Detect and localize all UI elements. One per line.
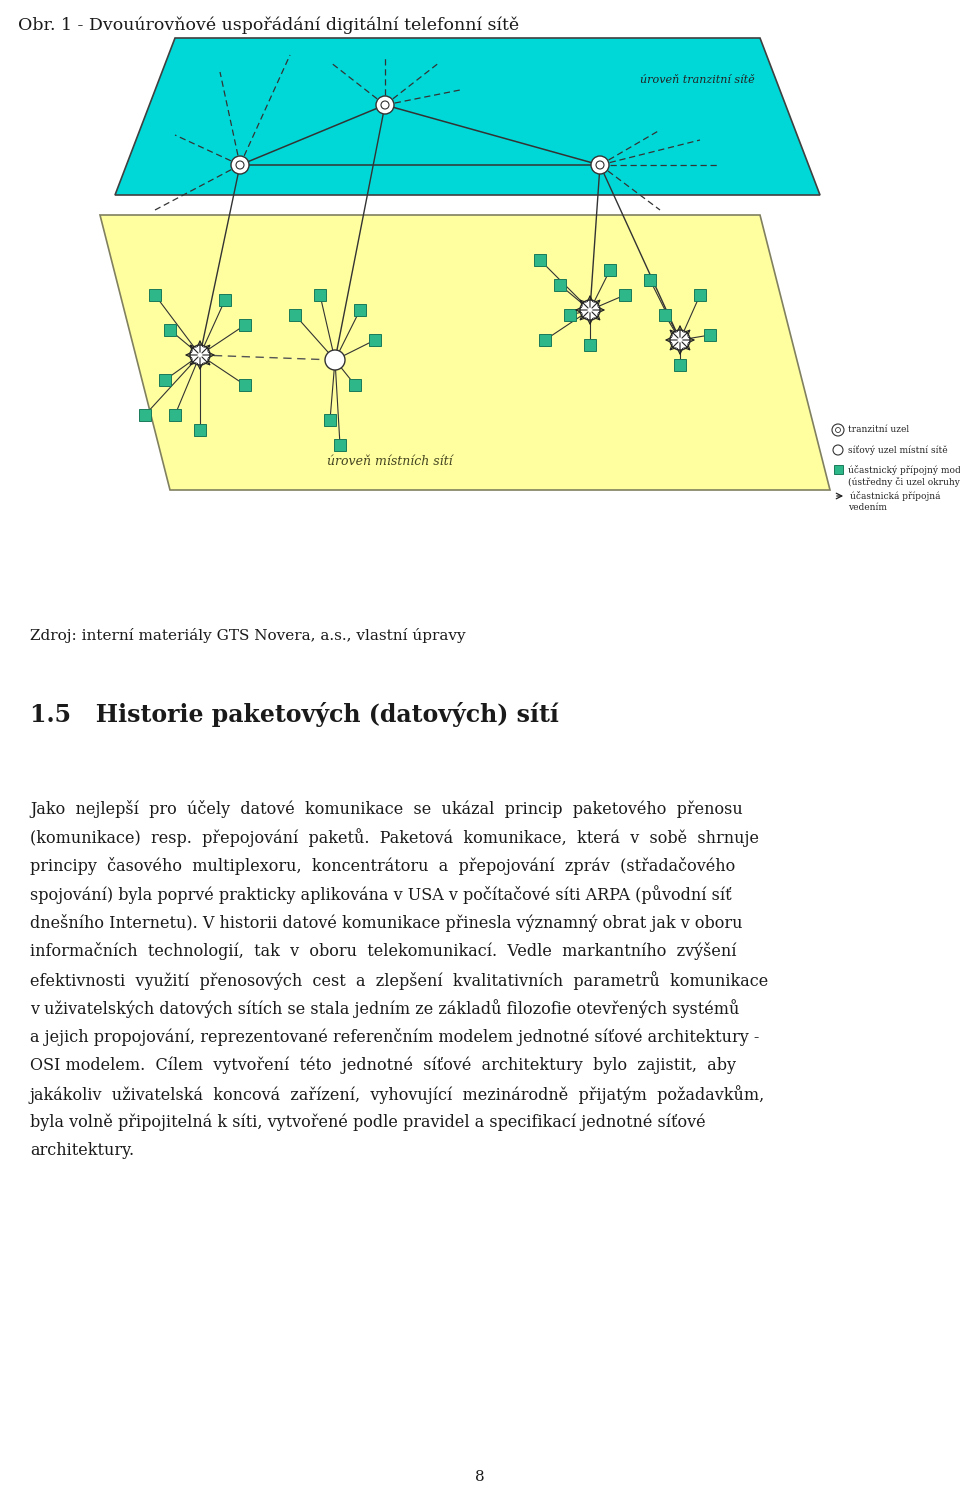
Text: 1.5   Historie paketových (datových) sítí: 1.5 Historie paketových (datových) sítí — [30, 701, 559, 727]
Circle shape — [833, 445, 843, 455]
Text: jakákoliv  uživatelská  koncová  zařízení,  vyhovující  mezinárodně  přijatým  p: jakákoliv uživatelská koncová zařízení, … — [30, 1085, 765, 1103]
Text: dnešního Internetu). V historii datové komunikace přinesla významný obrat jak v : dnešního Internetu). V historii datové k… — [30, 914, 742, 932]
Bar — [564, 309, 576, 321]
Circle shape — [591, 157, 609, 175]
Bar — [354, 304, 366, 316]
Bar — [369, 334, 381, 346]
Circle shape — [835, 427, 841, 432]
Bar — [704, 330, 716, 342]
Text: (komunikace)  resp.  přepojování  paketů.  Paketová  komunikace,  která  v  sobě: (komunikace) resp. přepojování paketů. P… — [30, 828, 759, 847]
Text: účastnická přípojná: účastnická přípojná — [850, 491, 941, 501]
Text: byla volně připojitelná k síti, vytvořené podle pravidel a specifikací jednotné : byla volně připojitelná k síti, vytvořen… — [30, 1114, 706, 1130]
Text: principy  časového  multiplexoru,  koncentrátoru  a  přepojování  zpráv  (střada: principy časového multiplexoru, koncentr… — [30, 856, 735, 874]
Bar — [554, 278, 566, 290]
Bar — [289, 309, 301, 321]
Bar — [834, 465, 843, 474]
Polygon shape — [115, 38, 820, 196]
Bar — [619, 289, 631, 301]
Text: (ústředny či uzel okruhy): (ústředny či uzel okruhy) — [848, 477, 960, 488]
Text: OSI modelem.  Cílem  vytvoření  této  jednotné  síťové  architektury  bylo  zaji: OSI modelem. Cílem vytvoření této jednot… — [30, 1057, 736, 1075]
Bar — [694, 289, 706, 301]
Circle shape — [596, 161, 604, 169]
Bar — [349, 379, 361, 391]
Bar — [334, 439, 346, 452]
Text: Jako  nejlepší  pro  účely  datové  komunikace  se  ukázal  princip  paketového : Jako nejlepší pro účely datové komunikac… — [30, 801, 743, 819]
Bar — [164, 324, 176, 336]
Circle shape — [832, 424, 844, 436]
Polygon shape — [100, 215, 830, 491]
Circle shape — [190, 345, 210, 366]
Text: Zdroj: interní materiály GTS Novera, a.s., vlastní úpravy: Zdroj: interní materiály GTS Novera, a.s… — [30, 628, 466, 643]
Bar — [539, 334, 551, 346]
Circle shape — [670, 330, 690, 351]
Text: 8: 8 — [475, 1470, 485, 1484]
Bar — [314, 289, 326, 301]
Bar — [239, 379, 251, 391]
Bar — [169, 409, 181, 421]
Circle shape — [381, 101, 389, 108]
Circle shape — [325, 351, 345, 370]
Bar — [644, 274, 656, 286]
Text: síťový uzel místní sítě: síťový uzel místní sítě — [848, 445, 948, 455]
Bar — [139, 409, 151, 421]
Bar — [534, 254, 546, 266]
Text: vedením: vedením — [848, 504, 887, 513]
Circle shape — [580, 299, 600, 321]
Bar — [239, 319, 251, 331]
Bar — [659, 309, 671, 321]
Text: v uživatelských datových sítích se stala jedním ze základů filozofie otevřených : v uživatelských datových sítích se stala… — [30, 999, 739, 1019]
Bar — [149, 289, 161, 301]
Text: úroveň místních sítí: úroveň místních sítí — [327, 455, 453, 468]
Text: a jejich propojování, reprezentované referenčním modelem jednotné síťové archite: a jejich propojování, reprezentované ref… — [30, 1028, 759, 1046]
Bar — [584, 339, 596, 351]
Circle shape — [231, 157, 249, 175]
Bar — [219, 293, 231, 306]
Text: spojování) byla poprvé prakticky aplikována v USA v počítačové síti ARPA (původn: spojování) byla poprvé prakticky aplikov… — [30, 885, 732, 905]
Bar — [159, 375, 171, 385]
Circle shape — [236, 161, 244, 169]
Text: Obr. 1 - Dvouúrovňové uspořádání digitální telefonní sítě: Obr. 1 - Dvouúrovňové uspořádání digitál… — [18, 17, 519, 33]
Bar — [674, 360, 686, 372]
Text: efektivnosti  využití  přenosových  cest  a  zlepšení  kvalitativních  parametrů: efektivnosti využití přenosových cest a … — [30, 971, 768, 990]
Text: účastnický přípojný modul: účastnický přípojný modul — [848, 465, 960, 476]
Text: informačních  technologií,  tak  v  oboru  telekomunikací.  Vedle  markantního  : informačních technologií, tak v oboru te… — [30, 942, 736, 960]
Text: architektury.: architektury. — [30, 1142, 134, 1159]
Text: úroveň tranzitní sítě: úroveň tranzitní sítě — [640, 75, 755, 84]
Bar — [604, 263, 616, 275]
Circle shape — [376, 96, 394, 114]
Bar — [194, 424, 206, 436]
Bar — [324, 414, 336, 426]
Text: tranzitní uzel: tranzitní uzel — [848, 426, 909, 435]
